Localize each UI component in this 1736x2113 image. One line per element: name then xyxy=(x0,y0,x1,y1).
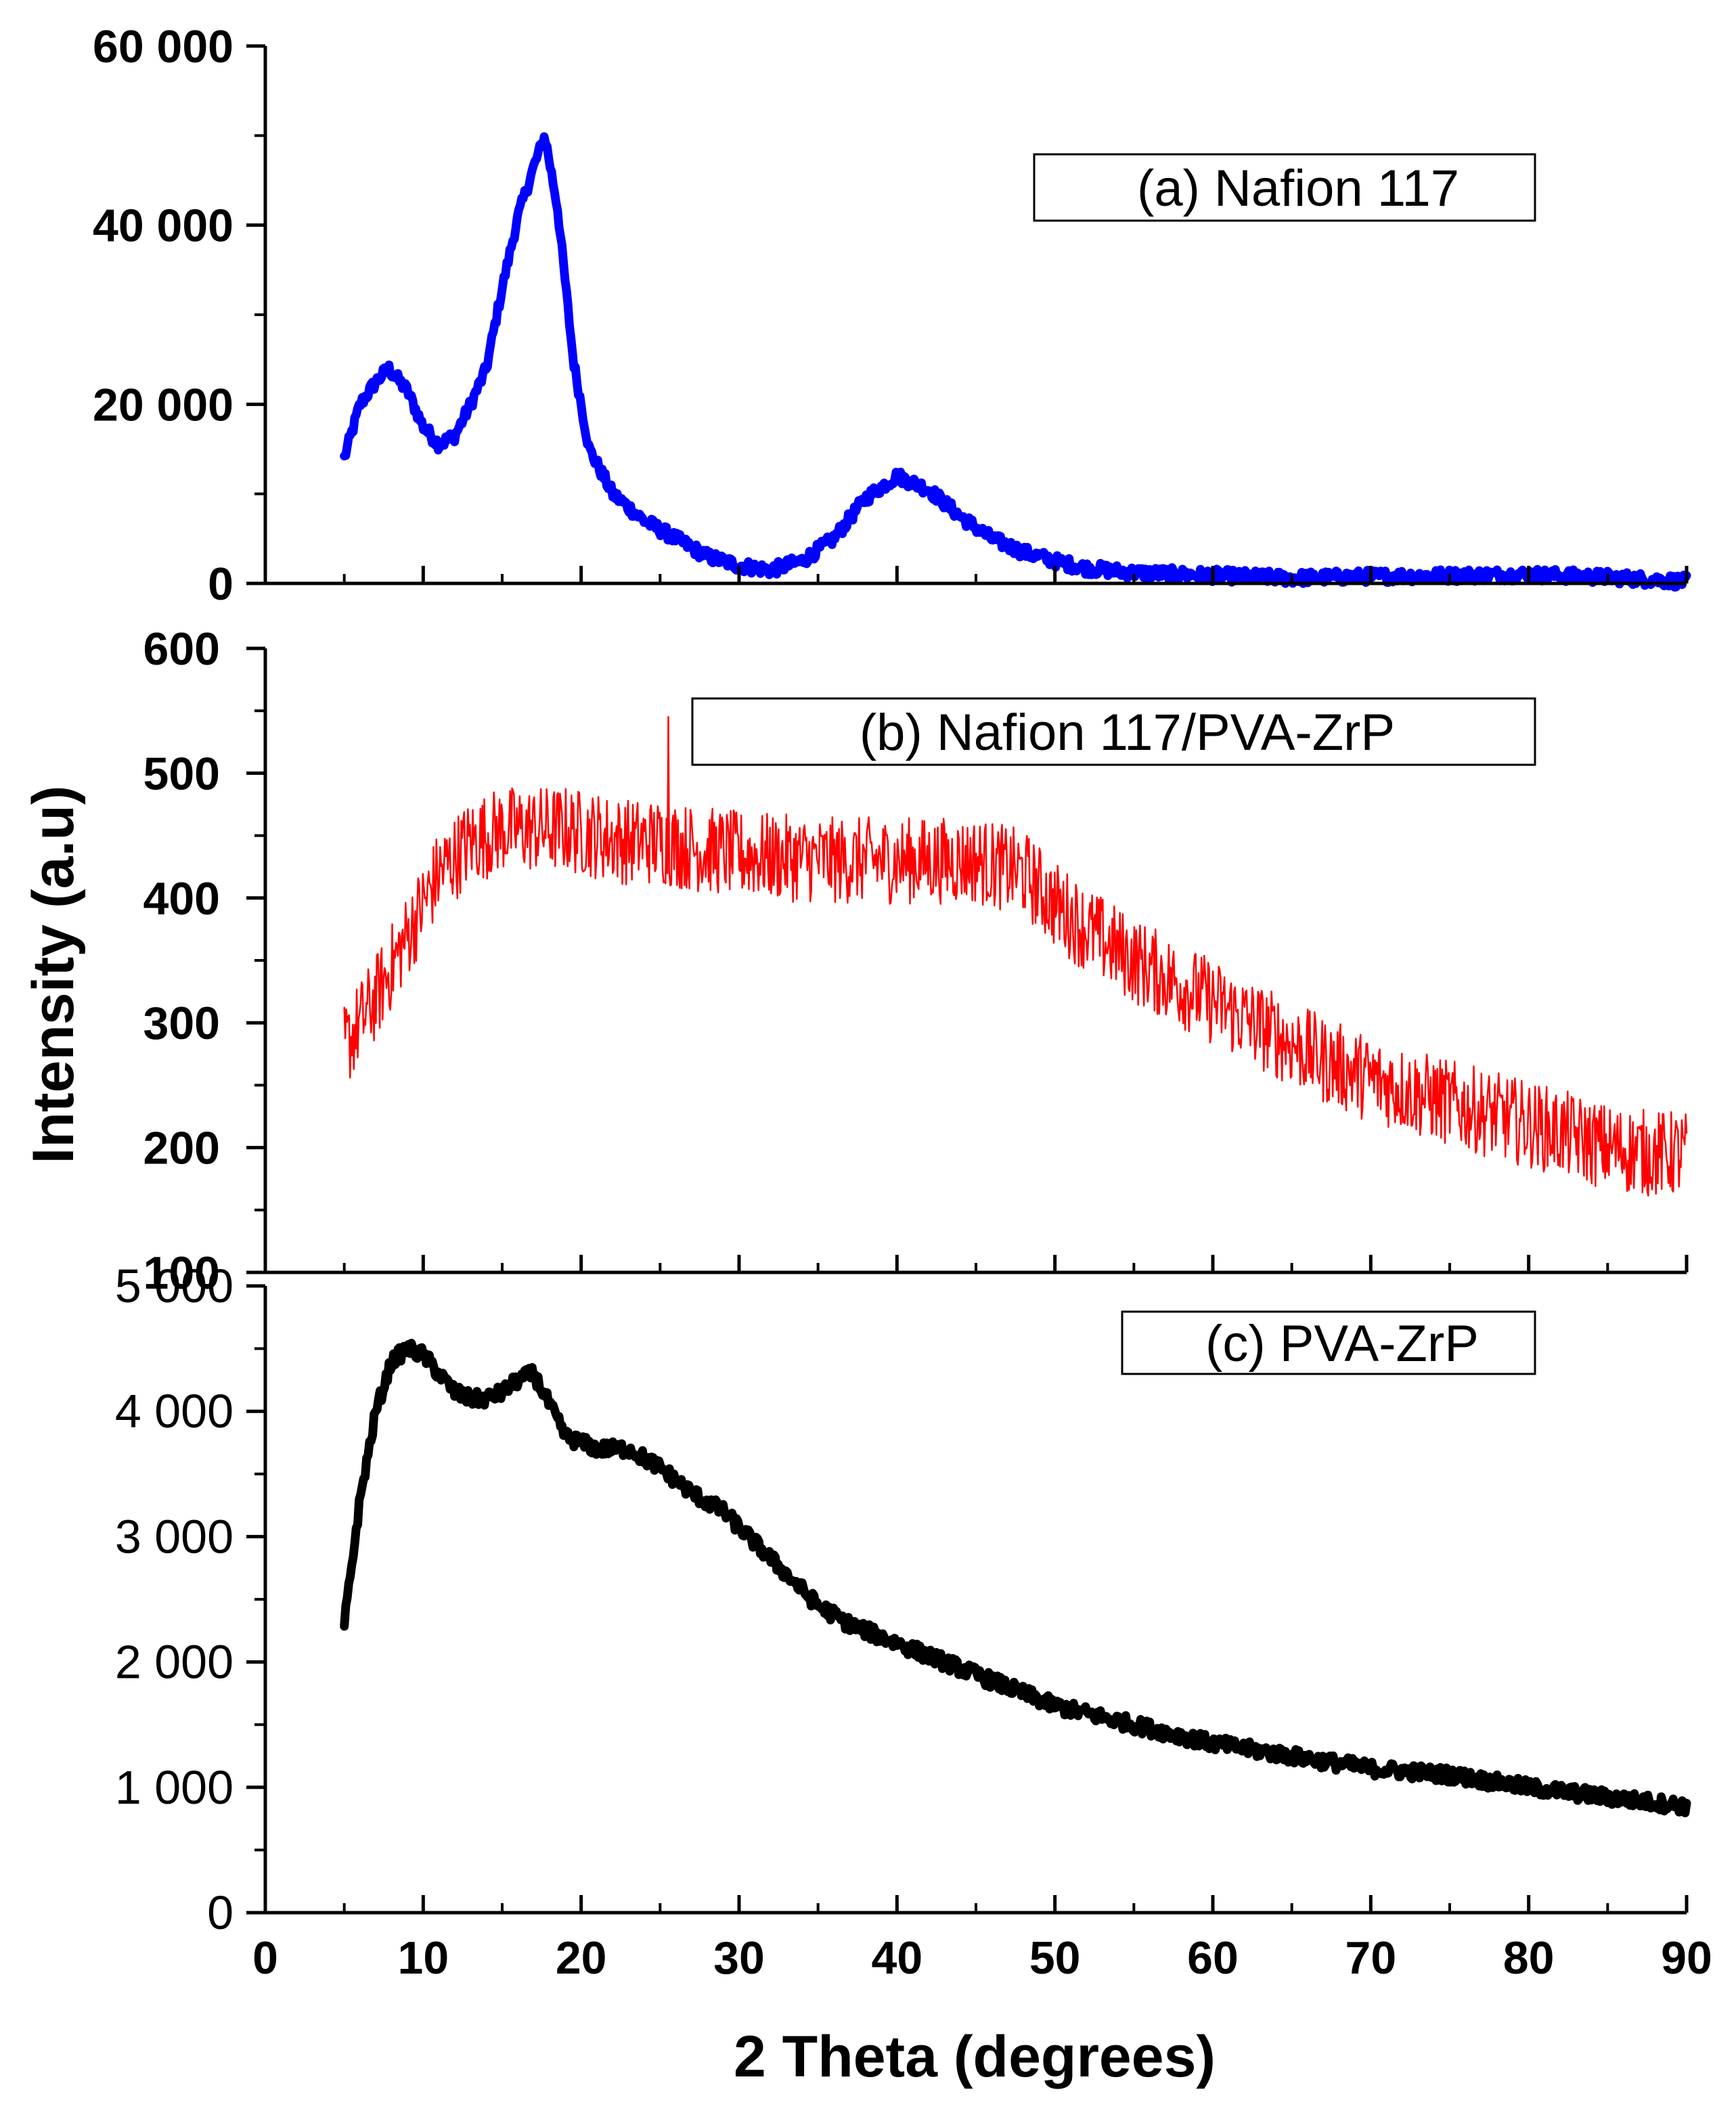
x-tick-label: 0 xyxy=(252,1932,278,1984)
y-tick-label-c: 3 000 xyxy=(115,1510,233,1563)
x-tick-label: 50 xyxy=(1029,1932,1081,1984)
y-tick-label-a: 20 000 xyxy=(93,379,233,430)
x-tick-label: 60 xyxy=(1187,1932,1239,1984)
x-axis-title: 2 Theta (degrees) xyxy=(734,2024,1216,2089)
x-tick-label: 10 xyxy=(398,1932,449,1984)
y-tick-label-c: 2 000 xyxy=(115,1636,233,1689)
y-tick-label-b: 300 xyxy=(143,998,220,1049)
y-tick-label-c: 1 000 xyxy=(115,1761,233,1814)
legend-label-a: (a) Nafion 117 xyxy=(1137,160,1459,217)
y-tick-label-a: 40 000 xyxy=(93,200,233,252)
y-tick-label-b: 500 xyxy=(143,748,220,799)
y-tick-label-b: 600 xyxy=(143,623,220,675)
y-tick-label-c: 4 000 xyxy=(115,1385,233,1438)
x-tick-label: 30 xyxy=(713,1932,765,1984)
series-line-b xyxy=(343,716,1688,1197)
y-tick-label-a: 0 xyxy=(208,558,233,610)
legend-layer: (a) Nafion 117 (b) Nafion 117/PVA-ZrP (c) … xyxy=(691,153,1536,1375)
y-tick-label-a: 60 000 xyxy=(93,21,233,72)
y-tick-label-c: 0 xyxy=(207,1886,233,1939)
legend-box-a xyxy=(1033,153,1536,222)
series-line-a xyxy=(340,132,1691,592)
x-tick-label: 20 xyxy=(556,1932,607,1984)
y-tick-label-b: 100 xyxy=(143,1247,220,1299)
legend-box-c xyxy=(1121,1310,1536,1375)
x-tick-label: 80 xyxy=(1503,1932,1555,1984)
y-tick-label-b: 400 xyxy=(143,873,220,925)
y-tick-label-c: 5 000 xyxy=(115,1260,233,1312)
x-tick-label: 90 xyxy=(1661,1932,1712,1984)
y-tick-label-b: 200 xyxy=(143,1123,220,1174)
y-axis-title: Intensity (a.u) xyxy=(21,785,86,1163)
axes-layer xyxy=(246,44,1689,1915)
x-tick-label: 40 xyxy=(872,1932,923,1984)
legend-box-b xyxy=(691,697,1536,766)
legend-label-b: (b) Nafion 117/PVA-ZrP xyxy=(860,704,1395,761)
series-line-c xyxy=(340,1339,1691,1818)
x-tick-label: 70 xyxy=(1345,1932,1397,1984)
plot-layer xyxy=(340,132,1691,1818)
legend-label-c: (c) PVA-ZrP xyxy=(1205,1315,1479,1373)
